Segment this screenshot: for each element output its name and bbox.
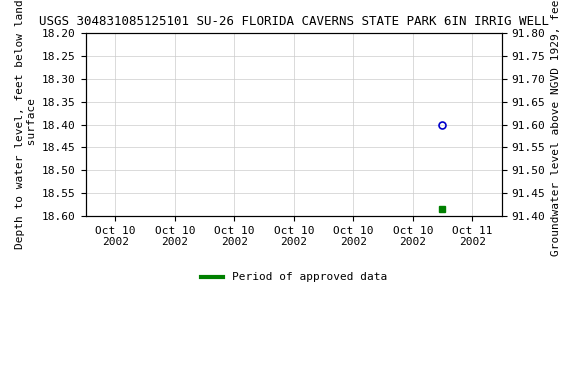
- Y-axis label: Groundwater level above NGVD 1929, feet: Groundwater level above NGVD 1929, feet: [551, 0, 561, 256]
- Y-axis label: Depth to water level, feet below land
 surface: Depth to water level, feet below land su…: [15, 0, 37, 250]
- Title: USGS 304831085125101 SU-26 FLORIDA CAVERNS STATE PARK 6IN IRRIG WELL: USGS 304831085125101 SU-26 FLORIDA CAVER…: [39, 15, 549, 28]
- Legend: Period of approved data: Period of approved data: [196, 268, 392, 287]
